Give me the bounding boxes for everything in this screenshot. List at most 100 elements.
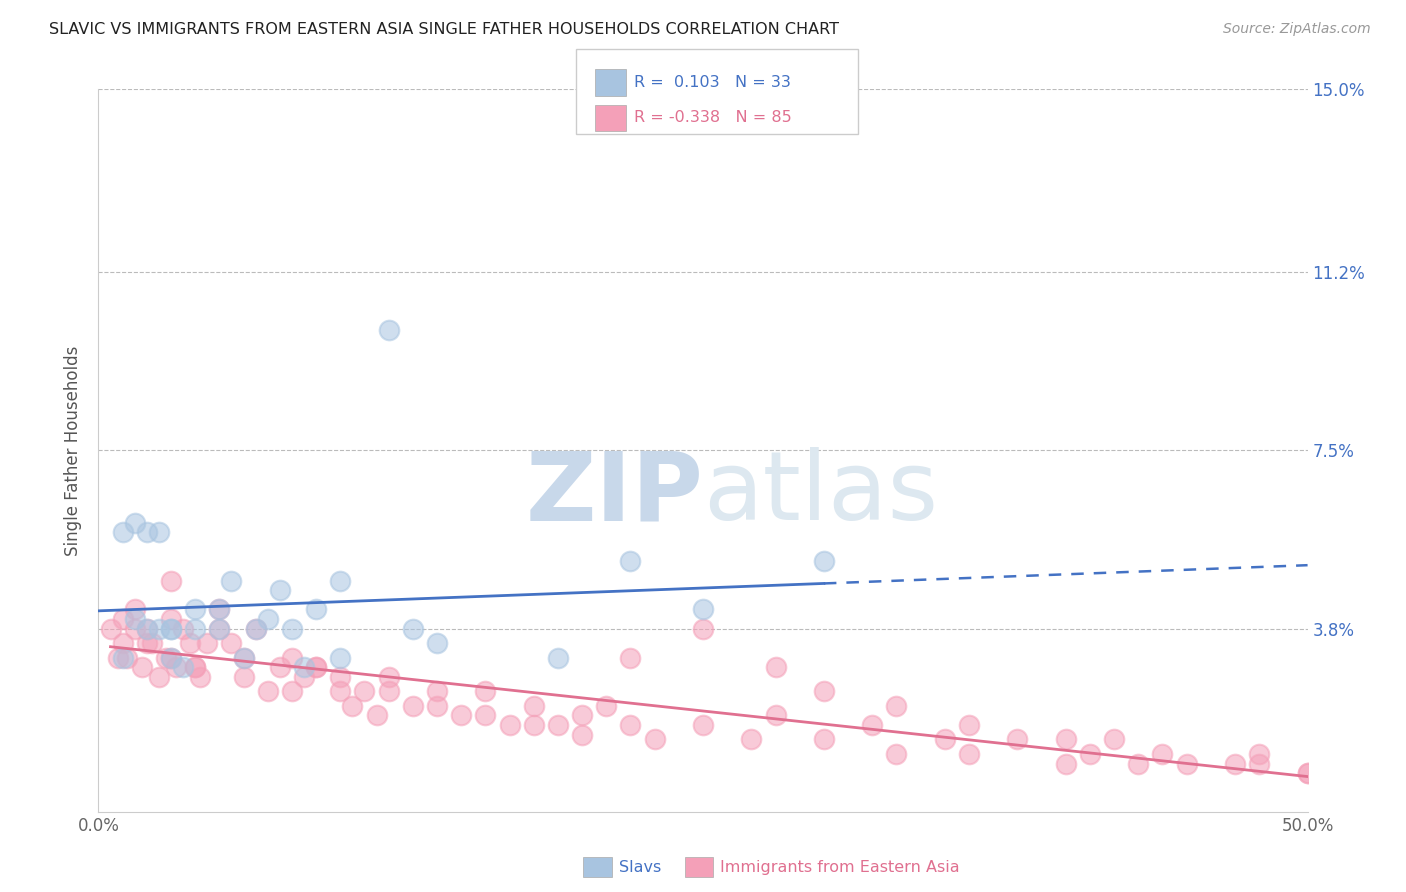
Point <box>184 622 207 636</box>
Point <box>281 650 304 665</box>
Point <box>160 574 183 588</box>
Point <box>450 708 472 723</box>
Point <box>1054 756 1077 771</box>
Point <box>813 554 835 568</box>
Point <box>1175 756 1198 771</box>
Point <box>148 670 170 684</box>
Point <box>765 708 787 723</box>
Point <box>141 636 163 650</box>
Point <box>813 684 835 698</box>
Point <box>100 622 122 636</box>
Point <box>135 525 157 540</box>
Point <box>547 718 569 732</box>
Point <box>184 602 207 616</box>
Point <box>619 718 641 732</box>
Point <box>245 622 267 636</box>
Point <box>377 684 399 698</box>
Point <box>172 660 194 674</box>
Point <box>208 622 231 636</box>
Point <box>135 622 157 636</box>
Point <box>886 747 908 761</box>
Point <box>957 747 980 761</box>
Point <box>1152 747 1174 761</box>
Text: SLAVIC VS IMMIGRANTS FROM EASTERN ASIA SINGLE FATHER HOUSEHOLDS CORRELATION CHAR: SLAVIC VS IMMIGRANTS FROM EASTERN ASIA S… <box>49 22 839 37</box>
Point <box>256 684 278 698</box>
Point <box>329 684 352 698</box>
Point <box>117 650 139 665</box>
Point <box>179 636 201 650</box>
Point <box>124 612 146 626</box>
Point <box>135 636 157 650</box>
Point <box>342 698 364 713</box>
Point <box>155 650 177 665</box>
Point <box>124 622 146 636</box>
Point <box>165 660 187 674</box>
Point <box>232 650 254 665</box>
Text: Source: ZipAtlas.com: Source: ZipAtlas.com <box>1223 22 1371 37</box>
Point <box>813 732 835 747</box>
Point <box>377 323 399 337</box>
Y-axis label: Single Father Households: Single Father Households <box>65 345 83 556</box>
Point <box>619 650 641 665</box>
Point <box>402 698 425 713</box>
Point <box>1007 732 1029 747</box>
Point <box>366 708 388 723</box>
Point <box>377 670 399 684</box>
Point <box>184 660 207 674</box>
Point <box>571 728 593 742</box>
Point <box>474 684 496 698</box>
Point <box>1296 766 1319 780</box>
Point <box>160 650 183 665</box>
Point <box>426 698 449 713</box>
Point <box>172 622 194 636</box>
Text: ZIP: ZIP <box>524 447 703 541</box>
Point <box>107 650 129 665</box>
Point <box>221 574 243 588</box>
Point <box>111 650 134 665</box>
Point <box>292 660 315 674</box>
Point <box>619 554 641 568</box>
Point <box>305 660 328 674</box>
Point <box>208 602 231 616</box>
Point <box>124 602 146 616</box>
Point <box>1078 747 1101 761</box>
Point <box>547 650 569 665</box>
Point <box>426 684 449 698</box>
Text: R =  0.103   N = 33: R = 0.103 N = 33 <box>634 75 792 90</box>
Point <box>208 602 231 616</box>
Point <box>329 574 352 588</box>
Point <box>160 622 183 636</box>
Text: atlas: atlas <box>703 447 938 541</box>
Point <box>498 718 520 732</box>
Point <box>148 622 170 636</box>
Point <box>353 684 375 698</box>
Point <box>1296 766 1319 780</box>
Point <box>245 622 267 636</box>
Text: R = -0.338   N = 85: R = -0.338 N = 85 <box>634 111 792 126</box>
Point <box>1223 756 1246 771</box>
Point <box>886 698 908 713</box>
Point <box>135 622 157 636</box>
Point <box>1128 756 1150 771</box>
Point <box>860 718 883 732</box>
Point <box>111 612 134 626</box>
Point <box>692 718 714 732</box>
Point <box>292 670 315 684</box>
Point <box>571 708 593 723</box>
Point <box>329 670 352 684</box>
Point <box>184 660 207 674</box>
Point <box>426 636 449 650</box>
Point <box>1054 732 1077 747</box>
Point <box>269 583 291 598</box>
Point <box>281 622 304 636</box>
Point <box>765 660 787 674</box>
Point <box>1249 747 1271 761</box>
Point <box>208 622 231 636</box>
Point <box>1102 732 1125 747</box>
Point <box>1249 756 1271 771</box>
Point <box>329 650 352 665</box>
Point <box>148 525 170 540</box>
Text: Slavs: Slavs <box>619 860 661 874</box>
Point <box>160 650 183 665</box>
Point <box>195 636 218 650</box>
